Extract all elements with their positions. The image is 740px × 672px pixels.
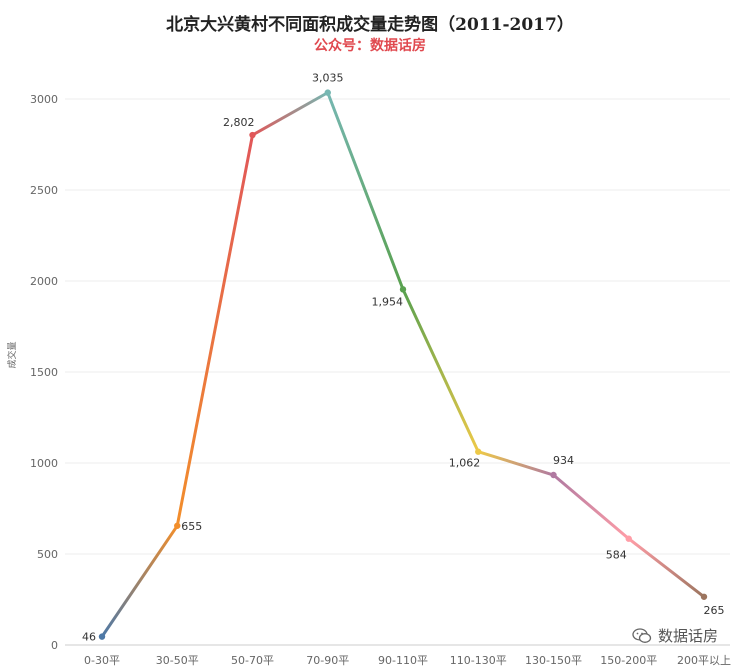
watermark: 数据话房 [632,625,718,646]
line-segment [627,537,706,599]
y-tick-label: 0 [51,639,58,652]
data-point [324,89,331,96]
y-axis-ticks: 0 500 1000 1500 2000 2500 3000 [30,93,58,652]
y-axis-label: 成交量 [6,341,18,368]
data-point [249,131,256,139]
line-segment [552,473,631,541]
data-label: 584 [606,549,627,562]
y-tick-label: 500 [37,548,58,561]
grid-lines [65,98,730,646]
y-tick-label: 1500 [30,366,58,379]
data-point [625,535,632,542]
x-tick-label: 90-110平 [378,654,428,667]
x-tick-label: 150-200平 [600,654,657,667]
line-segment [401,287,480,454]
x-tick-label: 130-150平 [525,654,582,667]
data-labels: 46 655 2,802 3,035 1,954 1,062 934 584 265 [82,72,725,644]
chart-title: 北京大兴黄村不同面积成交量走势图（2011-2017） [166,15,574,35]
x-tick-label: 50-70平 [231,654,274,667]
data-point [98,633,106,640]
y-tick-label: 2500 [30,184,58,197]
x-tick-label: 30-50平 [156,654,199,667]
y-tick-label: 3000 [30,93,58,106]
x-tick-label: 70-90平 [306,654,349,667]
data-label: 655 [181,520,202,533]
data-label: 2,802 [223,116,255,129]
x-tick-label: 200平以上 [677,654,731,667]
x-tick-label: 110-130平 [450,654,507,667]
data-label: 1,954 [372,295,404,308]
watermark-text: 数据话房 [657,627,718,645]
line-segment [476,450,555,477]
y-tick-label: 1000 [30,457,58,470]
line-segment [100,524,179,639]
x-tick-label: 0-30平 [84,654,120,667]
data-point [399,286,407,293]
data-point [475,448,482,455]
data-label: 46 [82,631,96,644]
series-line [100,91,706,639]
x-axis-ticks: 0-30平 30-50平 50-70平 70-90平 90-110平 110-130平 13… [84,654,731,667]
data-label: 934 [553,454,574,467]
line-segment [251,91,330,137]
data-point [700,593,708,600]
wechat-icon [632,627,652,643]
data-label: 3,035 [312,72,344,85]
data-label: 1,062 [449,457,481,470]
y-tick-label: 2000 [30,275,58,288]
line-segment [326,91,405,291]
data-point [550,471,557,479]
data-points [98,89,708,640]
data-point [174,522,181,529]
line-segment [175,133,254,528]
chart-subtitle: 公众号：数据话房 [314,38,426,54]
data-label: 265 [704,604,725,617]
